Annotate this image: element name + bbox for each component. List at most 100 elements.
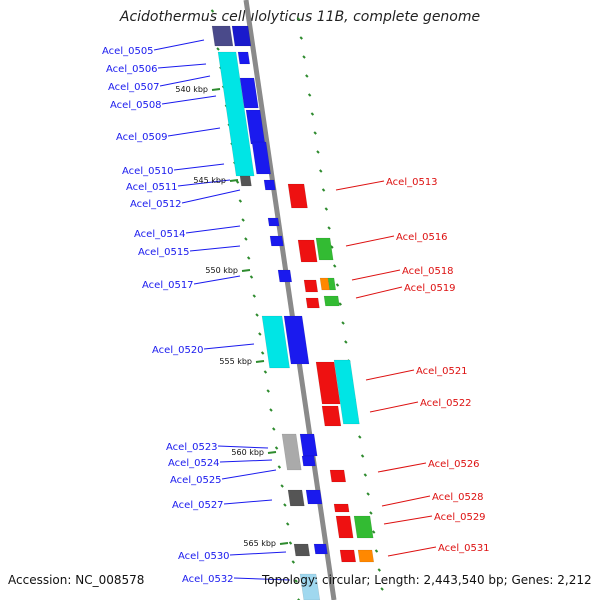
leader-line	[167, 127, 221, 137]
gene-label-acel_0522: Acel_0522	[420, 398, 472, 409]
tick-mark	[269, 408, 273, 412]
leader-line	[345, 235, 395, 247]
leader-line	[189, 245, 241, 252]
gene-block	[293, 543, 311, 557]
leader-line	[193, 275, 241, 285]
gene-block	[299, 573, 321, 600]
leader-line	[219, 459, 273, 463]
tick-mark	[366, 492, 370, 496]
gene-block	[315, 361, 341, 405]
gene-label-acel_0530: Acel_0530	[178, 551, 230, 562]
gene-label-acel_0505: Acel_0505	[102, 46, 154, 57]
leader-line	[185, 225, 241, 234]
kbp-markers: 540 kbp 545 kbp 550 kbp 555 kbp 560 kbp 565 k…	[175, 85, 289, 548]
tick-mark	[272, 427, 276, 431]
tick-mark	[255, 313, 259, 317]
gene-label-acel_0515: Acel_0515	[138, 247, 190, 258]
gene-block	[303, 279, 319, 293]
gene-block	[335, 515, 354, 539]
gene-block	[313, 543, 328, 555]
gene-label-acel_0527: Acel_0527	[172, 500, 224, 511]
tick-mark	[244, 237, 248, 241]
gene-label-acel_0513: Acel_0513	[386, 177, 438, 188]
gene-block	[231, 25, 252, 47]
accession-text: Accession: NC_008578	[8, 573, 145, 587]
tick-mark	[305, 74, 309, 78]
leader-line	[387, 546, 437, 557]
tick-mark	[310, 112, 315, 116]
gene-labels: Acel_0505 Acel_0506 Acel_0507 Acel_0508 Acel…	[102, 46, 490, 585]
tick-mark	[291, 560, 295, 564]
gene-block	[333, 503, 350, 513]
gene-label-acel_0509: Acel_0509	[116, 132, 168, 143]
tick-mark	[380, 587, 384, 591]
gene-label-acel_0524: Acel_0524	[168, 458, 220, 469]
tick-mark	[377, 568, 381, 572]
tick-mark	[363, 473, 368, 477]
gene-label-acel_0521: Acel_0521	[416, 366, 468, 377]
kbp-label: 560 kbp	[231, 448, 264, 457]
kbp-label: 555 kbp	[219, 357, 252, 366]
tick-mark	[332, 264, 337, 268]
gene-label-acel_0518: Acel_0518	[402, 266, 454, 277]
leader-line	[153, 39, 205, 51]
gene-label-acel_0523: Acel_0523	[166, 442, 218, 453]
gene-block	[315, 237, 334, 261]
tick-mark	[266, 389, 270, 393]
tick-mark	[313, 131, 317, 135]
leader-line	[157, 63, 207, 69]
gene-block	[339, 549, 357, 563]
leader-line	[221, 469, 277, 480]
leader-line	[161, 95, 217, 105]
tick-mark	[369, 511, 373, 515]
gene-label-acel_0532: Acel_0532	[182, 574, 234, 585]
tick-mark	[285, 522, 290, 526]
gene-label-acel_0514: Acel_0514	[134, 229, 186, 240]
gene-block	[301, 455, 316, 467]
tick-mark	[288, 541, 293, 545]
tick-mark	[316, 150, 320, 154]
gene-label-acel_0516: Acel_0516	[396, 232, 448, 243]
gene-block	[283, 315, 310, 365]
leader-line	[223, 499, 273, 505]
tick-mark	[252, 294, 256, 298]
tick-mark	[341, 321, 345, 325]
kbp-tick	[267, 451, 277, 454]
gene-block	[327, 277, 337, 291]
leader-line	[217, 445, 269, 449]
leader-line	[181, 189, 241, 204]
gene-label-acel_0519: Acel_0519	[404, 283, 456, 294]
tick-mark	[371, 530, 376, 534]
gene-label-acel_0508: Acel_0508	[110, 100, 162, 111]
tick-mark	[307, 93, 312, 97]
kbp-tick	[211, 88, 221, 91]
tick-mark	[246, 256, 251, 260]
kbp-tick	[255, 360, 265, 363]
gene-block	[305, 489, 323, 505]
gene-block	[211, 25, 234, 47]
kbp-label: 545 kbp	[193, 176, 226, 185]
tick-mark	[338, 302, 342, 306]
tick-mark	[319, 169, 323, 173]
gene-block	[251, 141, 271, 175]
tick-mark	[335, 283, 340, 287]
map-title: Acidothermus cellulolyticus 11B, complet…	[119, 9, 481, 25]
tick-mark	[277, 465, 282, 469]
gene-label-acel_0526: Acel_0526	[428, 459, 480, 470]
tick-mark	[274, 446, 279, 450]
tick-mark	[241, 218, 245, 222]
kbp-label: 550 kbp	[205, 266, 238, 275]
tick-mark	[302, 55, 306, 59]
gene-label-acel_0511: Acel_0511	[126, 182, 178, 193]
gene-block	[239, 175, 252, 187]
kbp-tick	[241, 269, 251, 272]
gene-block	[269, 235, 284, 247]
tick-mark	[216, 47, 220, 51]
tick-mark	[294, 579, 298, 583]
gene-block	[287, 183, 308, 209]
tick-mark	[260, 351, 265, 355]
leader-line	[377, 462, 427, 473]
gene-label-acel_0525: Acel_0525	[170, 475, 222, 486]
leader-line	[365, 369, 415, 381]
